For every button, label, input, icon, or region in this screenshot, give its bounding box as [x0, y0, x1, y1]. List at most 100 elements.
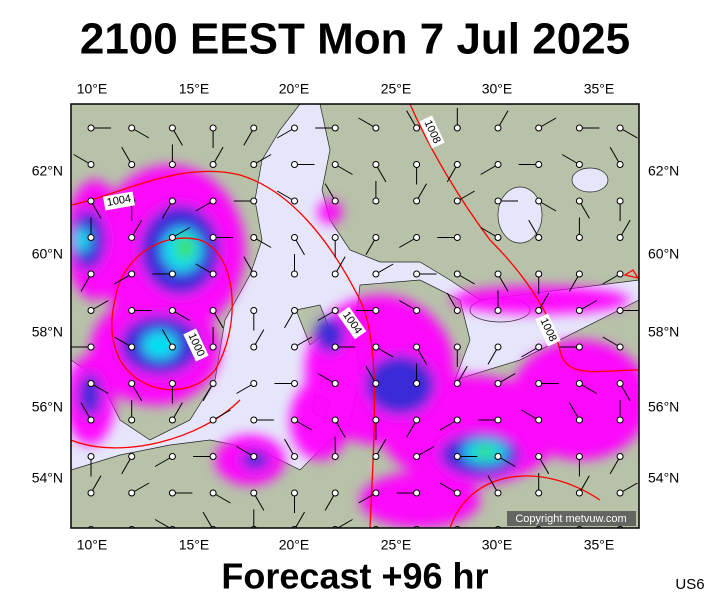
longitude-label: 10°E	[77, 537, 108, 553]
station	[535, 343, 543, 351]
station	[168, 416, 176, 424]
station	[128, 161, 136, 168]
station	[575, 124, 583, 132]
station	[331, 307, 339, 314]
station	[535, 124, 543, 132]
station	[87, 307, 95, 314]
station	[291, 453, 298, 460]
station	[87, 416, 95, 424]
forecast-label: Forecast +96 hr	[221, 556, 488, 597]
station	[250, 197, 258, 205]
station	[616, 343, 624, 351]
station	[535, 307, 543, 314]
station	[87, 380, 95, 387]
station	[128, 453, 136, 460]
station	[413, 124, 421, 132]
product-code: US6	[675, 576, 704, 593]
longitude-label: 10°E	[77, 81, 108, 97]
station	[616, 270, 624, 278]
station	[372, 489, 380, 497]
copyright: Copyright metvuw.com	[515, 513, 626, 525]
station	[209, 197, 217, 205]
station	[168, 343, 176, 351]
longitude-label: 20°E	[279, 81, 310, 97]
wind-barb	[529, 530, 539, 547]
station	[168, 161, 176, 168]
station	[616, 416, 624, 424]
longitude-label: 20°E	[279, 537, 310, 553]
station	[209, 161, 217, 168]
station	[413, 161, 421, 168]
stations	[71, 108, 639, 547]
wind-barb	[417, 530, 434, 540]
station	[168, 380, 176, 387]
latitude-label: 62°N	[32, 163, 63, 179]
station	[413, 234, 421, 241]
isobars	[71, 104, 639, 528]
station	[372, 124, 380, 132]
station	[453, 124, 461, 132]
station	[128, 270, 136, 278]
station	[291, 197, 298, 205]
station	[575, 307, 583, 314]
station	[575, 489, 583, 497]
station	[291, 124, 298, 132]
station	[413, 453, 421, 460]
station	[494, 124, 502, 132]
station	[413, 416, 421, 424]
station	[413, 380, 421, 387]
station	[250, 380, 258, 387]
station	[87, 270, 95, 278]
station	[494, 343, 502, 351]
station	[128, 489, 136, 497]
station	[535, 234, 543, 241]
station	[453, 416, 461, 424]
station	[331, 453, 339, 460]
station	[453, 197, 461, 205]
station	[494, 489, 502, 497]
station	[494, 380, 502, 387]
station	[494, 307, 502, 314]
station	[250, 489, 258, 497]
latitude-label: 54°N	[32, 470, 63, 486]
station	[494, 234, 502, 241]
station	[535, 453, 543, 460]
station	[291, 343, 298, 351]
station	[453, 489, 461, 497]
station	[209, 416, 217, 424]
station	[494, 453, 502, 460]
station	[209, 234, 217, 241]
latitude-label: 58°N	[648, 324, 679, 340]
station	[413, 270, 421, 278]
station	[291, 416, 298, 424]
station	[87, 234, 95, 241]
longitude-label: 30°E	[482, 537, 513, 553]
station	[575, 234, 583, 241]
station	[413, 489, 421, 497]
station	[616, 197, 624, 205]
isobar-label-box	[337, 306, 367, 340]
station	[535, 161, 543, 168]
station	[209, 453, 217, 460]
station	[616, 307, 624, 314]
station	[87, 124, 95, 132]
station	[250, 416, 258, 424]
station	[575, 161, 583, 168]
station	[128, 416, 136, 424]
station	[128, 234, 136, 241]
station	[372, 270, 380, 278]
station	[453, 307, 461, 314]
copyright-box	[507, 511, 636, 526]
station	[616, 380, 624, 387]
station	[453, 343, 461, 351]
station	[291, 270, 298, 278]
station	[616, 161, 624, 168]
station	[331, 489, 339, 497]
station	[372, 307, 380, 314]
station	[535, 489, 543, 497]
station	[372, 161, 380, 168]
station	[453, 453, 461, 460]
station	[494, 197, 502, 205]
station	[616, 489, 624, 497]
